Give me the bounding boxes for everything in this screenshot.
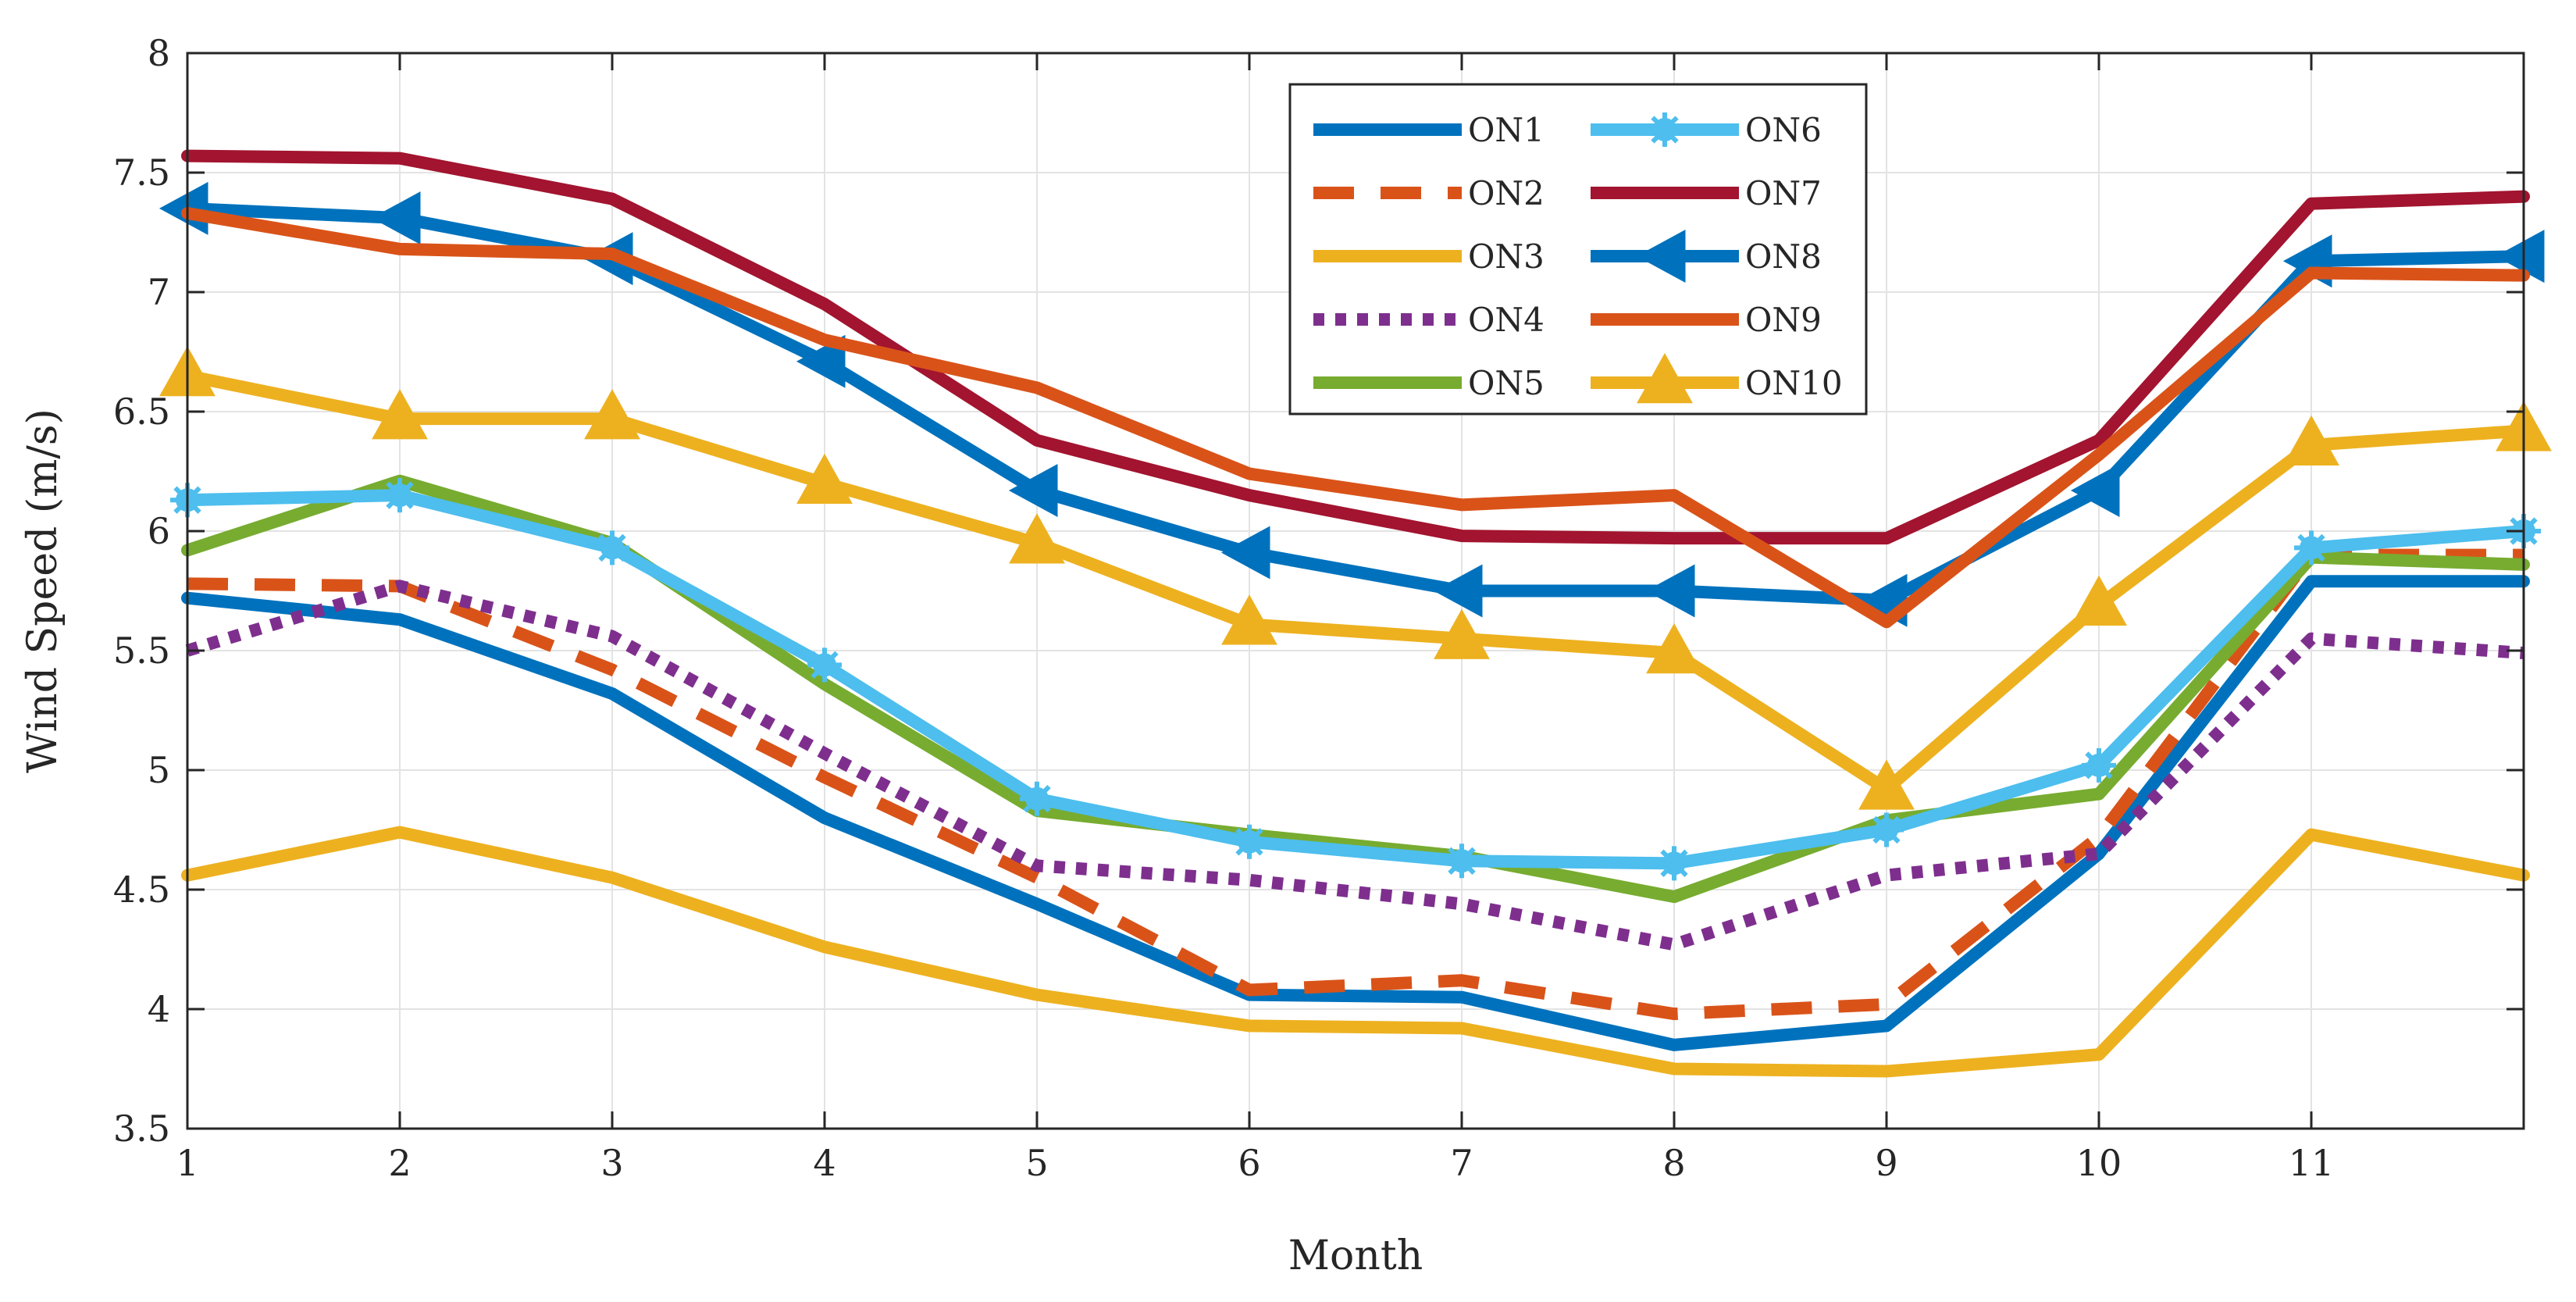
series-line-on1 bbox=[181, 575, 2530, 1051]
series-on10 bbox=[159, 346, 2552, 810]
y-tick-label: 4 bbox=[148, 988, 170, 1030]
axis-ticks: 1 2 3 4 5 6 7 8 9 10 11 3.5 4 4.5 5 5.5 6 6.5 7 7.5 8 bbox=[113, 32, 2524, 1184]
x-tick-label: 9 bbox=[1875, 1142, 1897, 1184]
x-axis-label: Month bbox=[1288, 1232, 1423, 1279]
legend-label: ON10 bbox=[1745, 364, 1843, 402]
data-point-on6 bbox=[2294, 530, 2328, 565]
x-tick-label: 7 bbox=[1450, 1142, 1473, 1184]
data-point-on8 bbox=[796, 334, 846, 388]
legend-item-on8: ON8 bbox=[1591, 230, 1822, 283]
legend-label: ON5 bbox=[1468, 364, 1545, 402]
series-on3 bbox=[181, 826, 2530, 1078]
y-tick-label: 3.5 bbox=[113, 1108, 170, 1150]
x-tick-label: 6 bbox=[1238, 1142, 1260, 1184]
x-tick-label: 1 bbox=[176, 1142, 198, 1184]
legend-marker bbox=[1637, 352, 1693, 404]
x-tick-label: 11 bbox=[2289, 1142, 2335, 1184]
series-layer bbox=[159, 149, 2552, 1078]
axes-box bbox=[186, 52, 2525, 1130]
x-tick-label: 2 bbox=[388, 1142, 411, 1184]
legend-item-on9: ON9 bbox=[1591, 301, 1822, 339]
data-point-on10 bbox=[1009, 513, 1065, 564]
legend-item-on6: ON6 bbox=[1591, 111, 1822, 149]
legend-item-on5: ON5 bbox=[1313, 364, 1545, 402]
series-line-on10 bbox=[181, 369, 2530, 796]
legend-item-on7: ON7 bbox=[1591, 174, 1822, 212]
data-point-on6 bbox=[595, 530, 629, 565]
legend-label: ON3 bbox=[1468, 237, 1545, 276]
data-point-on8 bbox=[2070, 463, 2120, 517]
data-point-on10 bbox=[1646, 623, 1702, 674]
legend-item-on10: ON10 bbox=[1591, 352, 1843, 404]
series-line-on3 bbox=[181, 826, 2530, 1078]
data-point-on8 bbox=[1008, 463, 1058, 517]
data-point-on6 bbox=[1445, 844, 1479, 879]
legend-label: ON7 bbox=[1745, 174, 1822, 212]
data-point-on6 bbox=[1020, 781, 1054, 816]
data-point-on6 bbox=[1657, 846, 1691, 881]
y-tick-label: 8 bbox=[148, 32, 170, 74]
x-tick-label: 3 bbox=[600, 1142, 623, 1184]
series-line-on7 bbox=[181, 149, 2530, 545]
y-tick-label: 5 bbox=[148, 749, 170, 791]
legend-item-on3: ON3 bbox=[1313, 237, 1545, 276]
legend-item-on2: ON2 bbox=[1313, 174, 1545, 212]
data-point-on8 bbox=[1645, 564, 1695, 618]
legend-label: ON1 bbox=[1468, 111, 1545, 149]
data-point-on6 bbox=[1869, 812, 1904, 847]
series-line-on9 bbox=[181, 207, 2530, 629]
data-point-on10 bbox=[1434, 608, 1490, 659]
data-point-on8 bbox=[371, 191, 421, 245]
y-tick-label: 7.5 bbox=[113, 152, 170, 194]
data-point-on10 bbox=[1858, 759, 1915, 810]
legend-label: ON2 bbox=[1468, 174, 1545, 212]
data-point-on8 bbox=[2495, 230, 2545, 284]
x-tick-label: 5 bbox=[1025, 1142, 1048, 1184]
x-tick-label: 4 bbox=[813, 1142, 836, 1184]
data-point-on8 bbox=[1220, 526, 1270, 580]
legend-label: ON9 bbox=[1745, 301, 1822, 339]
y-tick-label: 6 bbox=[148, 510, 170, 552]
data-point-on10 bbox=[584, 389, 640, 440]
data-point-on6 bbox=[807, 647, 842, 683]
data-point-on6 bbox=[2082, 747, 2116, 783]
data-point-on10 bbox=[796, 453, 853, 504]
series-on6 bbox=[170, 478, 2541, 881]
data-point-on10 bbox=[372, 389, 428, 440]
data-point-on6 bbox=[1232, 824, 1267, 859]
legend-box bbox=[1288, 83, 1868, 416]
data-point-on6 bbox=[383, 478, 417, 513]
y-tick-label: 6.5 bbox=[113, 391, 170, 433]
legend-label: ON6 bbox=[1745, 111, 1822, 149]
y-tick-label: 7 bbox=[148, 271, 170, 313]
data-point-on10 bbox=[2071, 575, 2127, 626]
series-on4 bbox=[185, 580, 2524, 951]
legend-item-on4: ON4 bbox=[1313, 301, 1545, 339]
x-tick-label: 8 bbox=[1662, 1142, 1685, 1184]
legend-item-on1: ON1 bbox=[1313, 111, 1545, 149]
legend-label: ON4 bbox=[1468, 301, 1545, 339]
legend-marker bbox=[1636, 230, 1686, 283]
legend: ON1 ON2 ON3 ON4 ON5 ON6 ON7 ON8 ON9 ON10 bbox=[1288, 83, 1868, 416]
series-on9 bbox=[181, 207, 2530, 629]
y-tick-label: 4.5 bbox=[113, 869, 170, 911]
series-line-on6 bbox=[181, 489, 2530, 870]
data-point-on8 bbox=[1433, 564, 1483, 618]
legend-label: ON8 bbox=[1745, 237, 1822, 276]
y-tick-label: 5.5 bbox=[113, 630, 170, 672]
y-axis-label: Wind Speed (m/s) bbox=[20, 408, 66, 773]
x-tick-label: 10 bbox=[2076, 1142, 2122, 1184]
series-on7 bbox=[181, 149, 2530, 545]
series-on1 bbox=[181, 575, 2530, 1051]
data-point-on10 bbox=[1221, 594, 1277, 645]
data-point-on10 bbox=[2283, 415, 2339, 466]
series-line-on4 bbox=[185, 580, 2524, 951]
legend-marker bbox=[1648, 112, 1682, 147]
